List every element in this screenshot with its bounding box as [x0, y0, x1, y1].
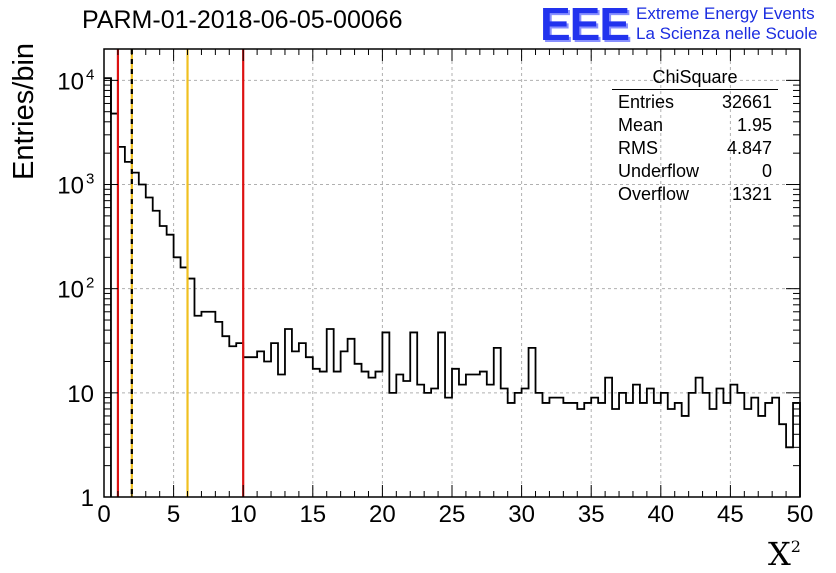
x-tick-label: 50	[787, 501, 814, 528]
y-tick-label: 10	[57, 68, 84, 95]
chart-title: PARM-01-2018-06-05-00066	[82, 6, 403, 34]
x-tick-label: 0	[97, 501, 110, 528]
stats-label: Overflow	[618, 184, 690, 204]
stats-value: 1321	[731, 184, 772, 204]
y-tick-label: 10	[57, 173, 84, 200]
x-axis-label-exponent: 2	[790, 537, 801, 556]
stats-value: 4.847	[726, 138, 772, 158]
stats-label: Entries	[618, 92, 675, 112]
stats-row-overflow: Overflow 1321	[612, 183, 778, 206]
x-tick-label: 15	[299, 501, 326, 528]
stats-label: Underflow	[618, 161, 700, 181]
x-axis-label: X2	[768, 535, 801, 573]
stats-label: Mean	[618, 115, 664, 135]
x-tick-label: 20	[369, 501, 396, 528]
stats-row-rms: RMS 4.847	[612, 137, 778, 160]
logo-tagline-1: Extreme Energy Events	[636, 4, 815, 23]
x-tick-label: 40	[647, 501, 674, 528]
eee-logo-mark: EEE	[540, 0, 630, 50]
y-tick-exponent: 2	[86, 275, 94, 292]
x-tick-label: 35	[578, 501, 605, 528]
histogram-series	[104, 77, 801, 497]
y-axis-label: Entries/bin	[8, 42, 40, 180]
x-axis-label-base: X	[768, 535, 791, 573]
stats-value: 1.95	[736, 115, 772, 135]
stats-title: ChiSquare	[612, 66, 778, 90]
logo-tagline-2: La Scienza nelle Scuole	[636, 24, 818, 43]
x-tick-label: 45	[717, 501, 744, 528]
stats-row-underflow: Underflow 0	[612, 160, 778, 183]
stats-value: 32661	[721, 92, 772, 112]
stats-row-entries: Entries 32661	[612, 91, 778, 114]
y-tick-label: 1	[81, 485, 94, 512]
x-tick-label: 30	[508, 501, 535, 528]
stats-value: 0	[761, 161, 772, 181]
x-tick-label: 25	[439, 501, 466, 528]
y-tick-label: 10	[67, 381, 94, 408]
stats-row-mean: Mean 1.95	[612, 114, 778, 137]
stats-box: ChiSquare Entries 32661 Mean 1.95 RMS 4.…	[612, 66, 778, 206]
y-tick-exponent: 3	[86, 171, 94, 188]
x-tick-label: 10	[230, 501, 257, 528]
stats-label: RMS	[618, 138, 658, 158]
y-tick-exponent: 4	[86, 66, 94, 83]
y-tick-label: 10	[57, 277, 84, 304]
x-tick-label: 5	[167, 501, 180, 528]
